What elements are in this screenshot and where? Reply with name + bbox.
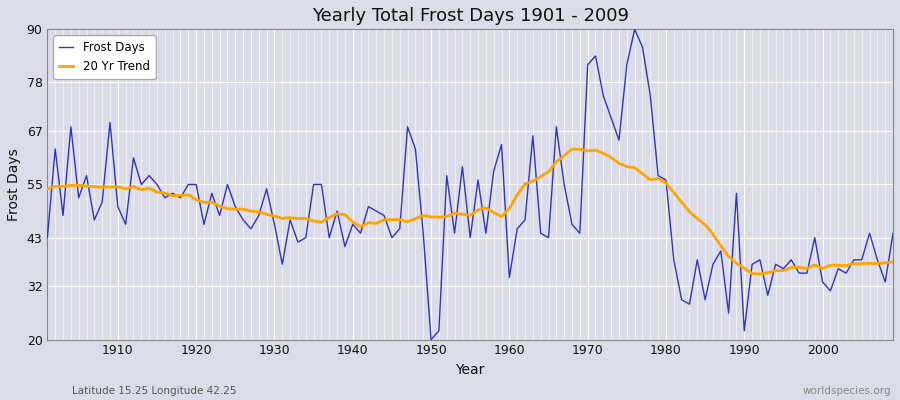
Frost Days [277,262,288,267]
Frost Days [324,235,335,240]
20 Yr Trend [496,214,507,219]
Text: Latitude 15.25 Longitude 42.25: Latitude 15.25 Longitude 42.25 [72,386,237,396]
Frost Days [104,120,115,125]
Title: Yearly Total Frost Days 1901 - 2009: Yearly Total Frost Days 1901 - 2009 [311,7,629,25]
Frost Days [629,27,640,32]
Y-axis label: Frost Days: Frost Days [7,148,21,221]
20 Yr Trend [42,186,53,191]
X-axis label: Year: Year [455,363,485,377]
Frost Days [606,116,616,120]
20 Yr Trend [104,185,115,190]
Frost Days [42,235,53,240]
20 Yr Trend [887,260,898,264]
20 Yr Trend [277,216,288,221]
20 Yr Trend [504,206,515,211]
Line: 20 Yr Trend: 20 Yr Trend [48,149,893,274]
Legend: Frost Days, 20 Yr Trend: Frost Days, 20 Yr Trend [53,35,156,79]
Frost Days [512,226,523,231]
Frost Days [426,337,436,342]
20 Yr Trend [754,272,765,276]
20 Yr Trend [606,155,616,160]
Text: worldspecies.org: worldspecies.org [803,386,891,396]
Frost Days [504,275,515,280]
20 Yr Trend [324,215,335,220]
20 Yr Trend [567,146,578,151]
Line: Frost Days: Frost Days [48,29,893,340]
Frost Days [887,231,898,236]
